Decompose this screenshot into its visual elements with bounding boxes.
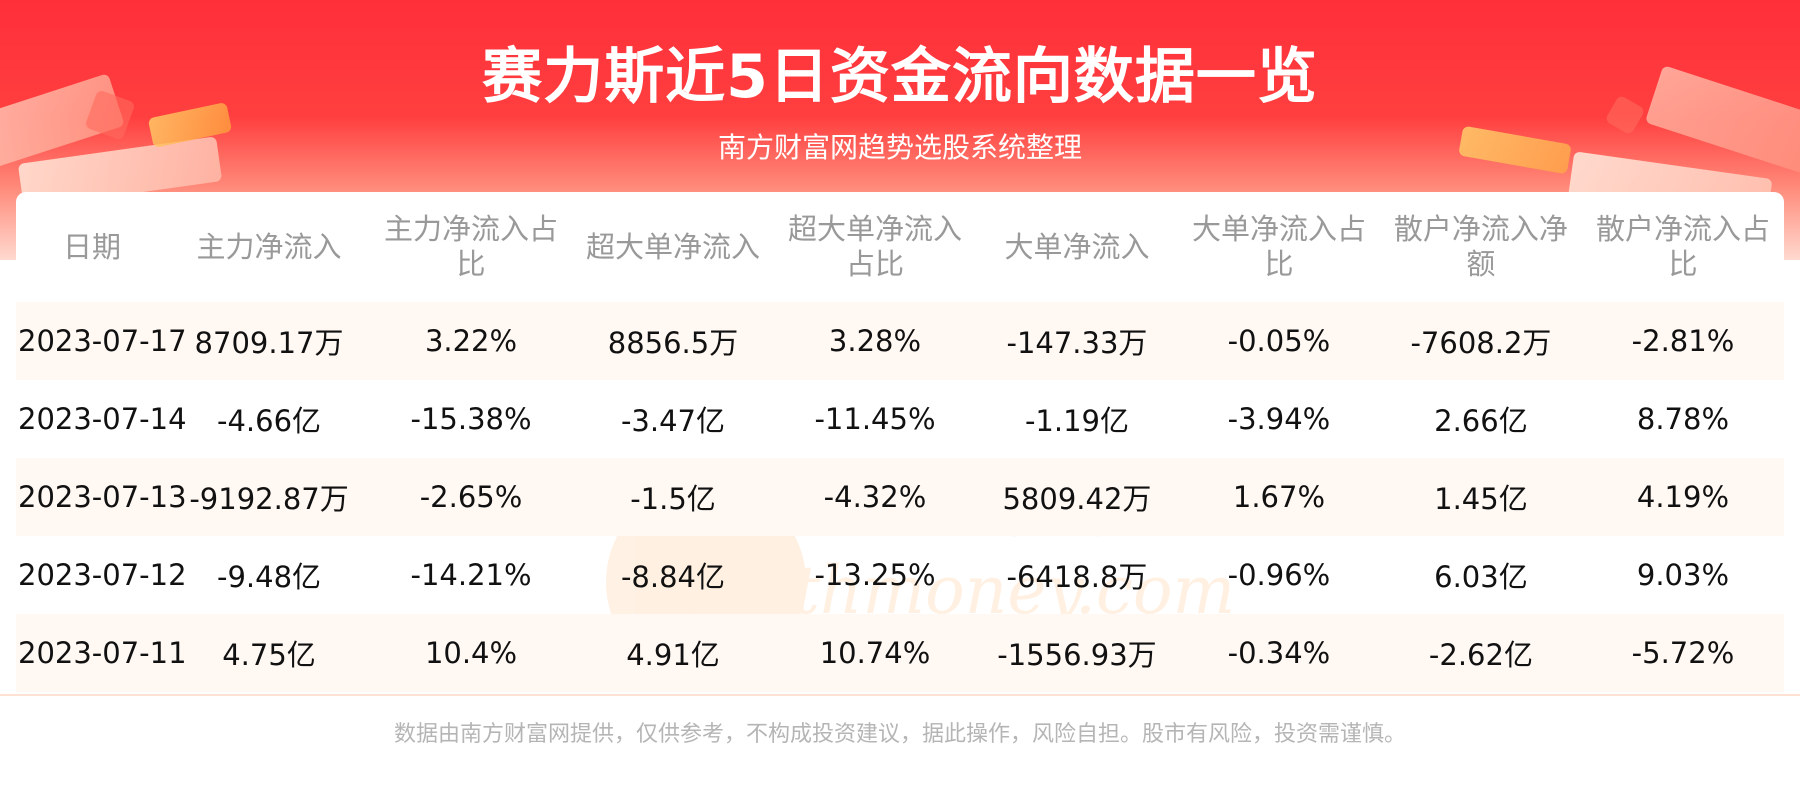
cell-super-large-net-inflow: -1.5亿 (630, 482, 716, 516)
cell-super-large-net-inflow-ratio: 10.74% (819, 636, 931, 670)
cell-main-net-inflow-ratio: -2.65% (419, 480, 523, 514)
cell-date: 2023-07-17 (18, 324, 187, 358)
cell-main-net-inflow: 4.75亿 (222, 638, 316, 672)
cell-super-large-net-inflow-ratio: -11.45% (814, 402, 936, 436)
cell-retail-net-inflow-ratio: 8.78% (1636, 402, 1730, 436)
fund-flow-table: 日期 主力净流入 主力净流入占比 超大单净流入 超大单净流入占比 大单净流入 大… (16, 192, 1784, 692)
footer-disclaimer: 数据由南方财富网提供，仅供参考，不构成投资建议，据此操作，风险自担。股市有风险，… (393, 722, 1406, 747)
cell-date: 2023-07-12 (18, 558, 187, 592)
cell-main-net-inflow-ratio: -14.21% (410, 558, 532, 592)
cell-main-net-inflow: 8709.17万 (194, 326, 344, 360)
cell-main-net-inflow-ratio: -15.38% (410, 402, 532, 436)
cell-retail-net-inflow-ratio: 4.19% (1636, 480, 1730, 514)
cell-super-large-net-inflow: -8.84亿 (620, 560, 726, 594)
cell-main-net-inflow: -9.48亿 (217, 560, 322, 594)
column-header-retail-net-inflow-ratio: 散户净流入占比 (1595, 212, 1770, 281)
column-header-retail-net-inflow: 散户净流入净额 (1393, 212, 1568, 281)
cell-large-net-inflow-ratio: 1.67% (1232, 480, 1326, 514)
cell-large-net-inflow: 5809.42万 (1002, 482, 1152, 516)
table-row: 2023-07-13 -9192.87万 -2.65% -1.5亿 -4.32%… (16, 458, 1784, 536)
page-subtitle: 南方财富网趋势选股系统整理 (717, 131, 1082, 164)
column-header-main-net-inflow: 主力净流入 (196, 229, 342, 264)
table-row: 2023-07-17 8709.17万 3.22% 8856.5万 3.28% … (16, 302, 1784, 380)
cell-date: 2023-07-14 (18, 402, 187, 436)
cell-main-net-inflow-ratio: 3.22% (424, 324, 518, 358)
cell-retail-net-inflow-ratio: -5.72% (1631, 636, 1735, 670)
cell-main-net-inflow: -4.66亿 (217, 404, 322, 438)
cell-large-net-inflow-ratio: -0.34% (1227, 636, 1331, 670)
data-table-card: 南方财富网 Southmoney.com 日期 主力净流入 主力净流入占比 超大… (16, 192, 1784, 694)
cell-super-large-net-inflow-ratio: -13.25% (814, 558, 936, 592)
footer-divider (0, 694, 1800, 696)
cell-large-net-inflow: -147.33万 (1006, 326, 1148, 360)
table-row: 2023-07-12 -9.48亿 -14.21% -8.84亿 -13.25%… (16, 536, 1784, 614)
cell-date: 2023-07-11 (18, 636, 187, 670)
column-header-large-net-inflow-ratio: 大单净流入占比 (1191, 212, 1366, 281)
cell-super-large-net-inflow-ratio: -4.32% (823, 480, 927, 514)
cell-super-large-net-inflow: 8856.5万 (607, 326, 739, 360)
cell-large-net-inflow: -6418.8万 (1006, 560, 1148, 594)
page-title: 赛力斯近5日资金流向数据一览 (482, 42, 1318, 112)
cell-retail-net-inflow: 1.45亿 (1434, 482, 1528, 516)
cell-large-net-inflow-ratio: -0.05% (1227, 324, 1331, 358)
table-header-row: 日期 主力净流入 主力净流入占比 超大单净流入 超大单净流入占比 大单净流入 大… (16, 192, 1784, 302)
cell-retail-net-inflow-ratio: -2.81% (1631, 324, 1735, 358)
cell-main-net-inflow: -9192.87万 (189, 482, 349, 516)
cell-large-net-inflow-ratio: -0.96% (1227, 558, 1331, 592)
cell-large-net-inflow: -1556.93万 (997, 638, 1157, 672)
column-header-date: 日期 (63, 229, 122, 264)
cell-large-net-inflow: -1.19亿 (1024, 404, 1129, 438)
cell-large-net-inflow-ratio: -3.94% (1227, 402, 1331, 436)
cell-date: 2023-07-13 (18, 480, 187, 514)
table-row: 2023-07-14 -4.66亿 -15.38% -3.47亿 -11.45%… (16, 380, 1784, 458)
column-header-super-large-net-inflow-ratio: 超大单净流入占比 (787, 212, 962, 281)
column-header-main-net-inflow-ratio: 主力净流入占比 (384, 212, 559, 281)
column-header-super-large-net-inflow: 超大单净流入 (585, 229, 760, 264)
cell-super-large-net-inflow-ratio: 3.28% (828, 324, 922, 358)
cell-retail-net-inflow: 6.03亿 (1434, 560, 1528, 594)
cell-retail-net-inflow-ratio: 9.03% (1636, 558, 1730, 592)
column-header-large-net-inflow: 大单净流入 (1004, 229, 1150, 264)
cell-retail-net-inflow: 2.66亿 (1434, 404, 1528, 438)
cell-super-large-net-inflow: 4.91亿 (626, 638, 720, 672)
cell-retail-net-inflow: -2.62亿 (1428, 638, 1533, 672)
table-row: 2023-07-11 4.75亿 10.4% 4.91亿 10.74% -155… (16, 614, 1784, 692)
cell-super-large-net-inflow: -3.47亿 (620, 404, 726, 438)
cell-retail-net-inflow: -7608.2万 (1410, 326, 1552, 360)
cell-main-net-inflow-ratio: 10.4% (424, 636, 518, 670)
